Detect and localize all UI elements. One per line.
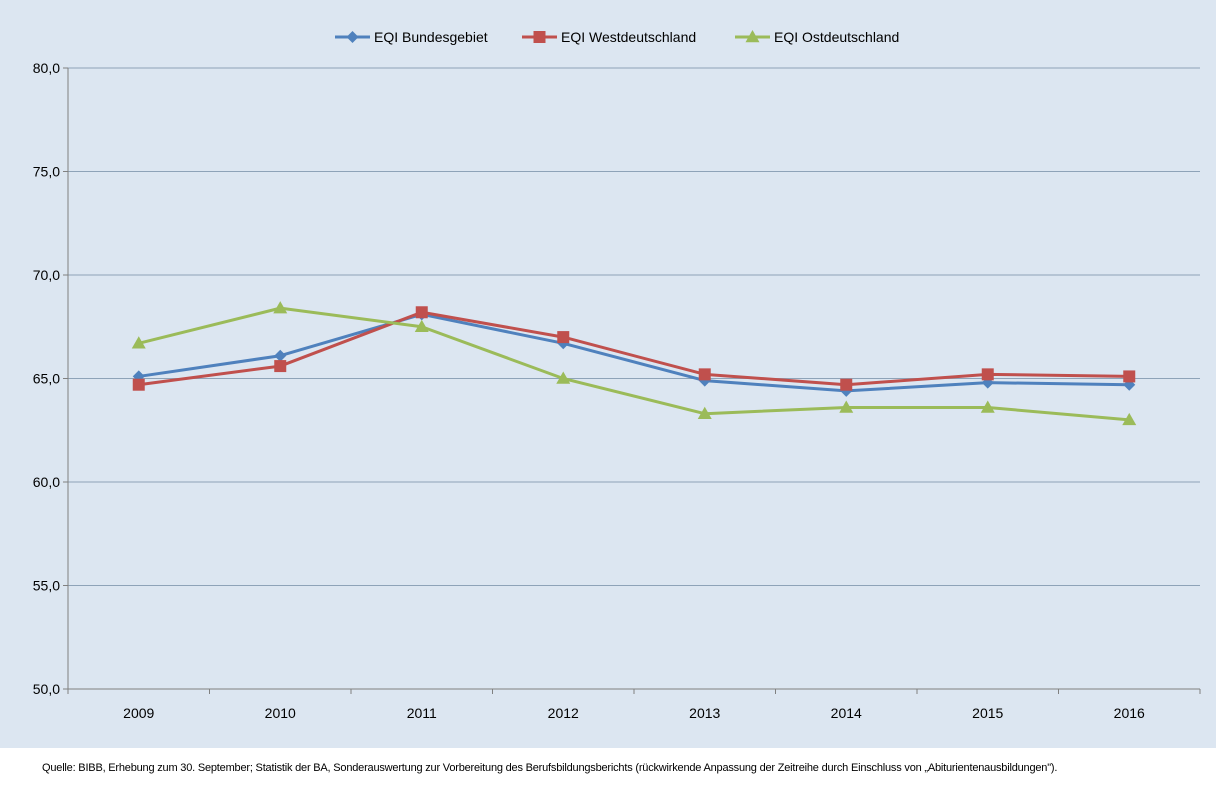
x-tick-label: 2015: [972, 705, 1003, 721]
x-tick-label: 2010: [265, 705, 296, 721]
y-tick-label: 75,0: [33, 164, 60, 180]
x-tick-label: 2014: [831, 705, 862, 721]
data-point-eqi-ostdeutschland: [131, 336, 146, 349]
data-point-eqi-ostdeutschland: [273, 301, 288, 314]
data-point-eqi-westdeutschland: [132, 378, 145, 391]
legend-marker-eqi-bundesgebiet: [346, 31, 359, 43]
data-point-eqi-ostdeutschland: [414, 319, 429, 332]
data-point-eqi-ostdeutschland: [697, 406, 712, 419]
data-point-eqi-bundesgebiet: [274, 349, 287, 362]
source-note: Quelle: BIBB, Erhebung zum 30. September…: [42, 762, 1058, 774]
data-point-eqi-westdeutschland: [981, 368, 994, 381]
data-point-eqi-ostdeutschland: [839, 400, 854, 413]
data-point-eqi-ostdeutschland: [1122, 412, 1137, 426]
y-tick-label: 70,0: [33, 267, 60, 283]
data-point-eqi-ostdeutschland: [980, 400, 995, 413]
legend-label-eqi-westdeutschland: EQI Westdeutschland: [561, 29, 696, 45]
data-point-eqi-westdeutschland: [557, 331, 570, 344]
x-tick-label: 2011: [407, 705, 437, 721]
legend-label-eqi-bundesgebiet: EQI Bundesgebiet: [374, 29, 488, 45]
y-tick-label: 65,0: [33, 371, 60, 387]
data-point-eqi-westdeutschland: [274, 360, 287, 373]
y-tick-label: 60,0: [33, 474, 60, 490]
y-tick-label: 50,0: [33, 681, 60, 697]
legend-marker-eqi-ostdeutschland: [745, 30, 760, 43]
x-tick-label: 2009: [123, 705, 154, 721]
data-point-eqi-westdeutschland: [415, 306, 428, 319]
chart-area: 50,0 55,0 60,0 65,0 70,0 75,0 80,0 2009 2010 2011…: [0, 0, 1216, 748]
line-chart: 50,0 55,0 60,0 65,0 70,0 75,0 80,0 2009 2010 2011…: [33, 29, 1201, 721]
legend-marker-eqi-westdeutschland: [533, 31, 546, 43]
legend-label-eqi-ostdeutschland: EQI Ostdeutschland: [774, 29, 899, 45]
series-line-eqi-bundesgebiet: [138, 312, 1130, 393]
x-tick-label: 2012: [548, 705, 579, 721]
data-point-eqi-westdeutschland: [698, 368, 711, 381]
x-tick-label: 2016: [1114, 705, 1145, 721]
series-line-eqi-westdeutschland: [138, 310, 1130, 387]
data-point-eqi-westdeutschland: [1123, 370, 1136, 383]
data-point-eqi-westdeutschland: [840, 378, 853, 391]
y-tick-label: 55,0: [33, 578, 60, 594]
x-tick-label: 2013: [689, 705, 720, 721]
data-point-eqi-ostdeutschland: [556, 371, 571, 384]
y-tick-label: 80,0: [33, 60, 60, 76]
series-line-eqi-ostdeutschland: [138, 306, 1130, 422]
